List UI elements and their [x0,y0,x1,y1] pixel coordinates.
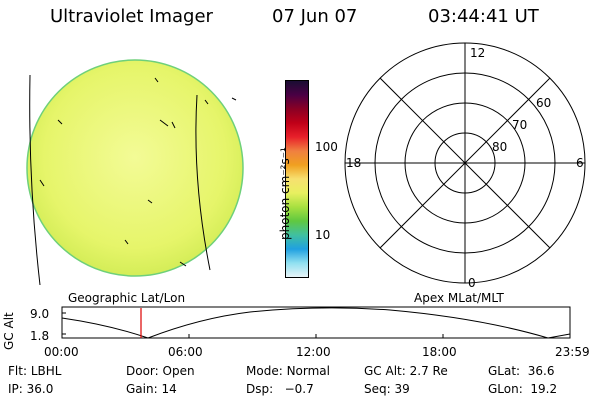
apex-label: Apex MLat/MLT [414,291,504,305]
glon-field: GLon: 19.2 [488,382,558,396]
door-field: Door: Open [126,364,195,378]
x-tick-1200: 12:00 [296,345,331,359]
color-scale-bar [285,80,309,278]
dsp-field: Dsp: −0.7 [246,382,314,396]
terminator-line-right [195,94,211,271]
glat-field: GLat: 36.6 [488,364,555,378]
x-tick-2359: 23:59 [555,345,590,359]
lat-label-70: 70 [512,118,528,132]
glon-value: 19.2 [530,382,558,396]
lat-label-60: 60 [536,96,552,110]
lat-label-80: 80 [492,140,508,154]
gc-alt-value: 2.7 Re [409,364,448,378]
colorbar-tick-10: 10 [315,228,331,242]
instrument-title: Ultraviolet Imager [50,6,213,27]
colorbar-tick-100: 100 [315,140,338,154]
mode-field: Mode: Normal [246,364,330,378]
flt-field: Flt: LBHL [8,364,62,378]
gc-alt-field: GC Alt: 2.7 Re [364,364,448,378]
seq-value: 39 [394,382,410,396]
ip-value: 36.0 [26,382,54,396]
mlt-label-6: 6 [576,156,584,170]
x-tick-0000: 00:00 [44,345,79,359]
mlt-label-0: 0 [468,276,476,290]
time-label: 03:44:41 UT [428,6,539,27]
mode-value: Normal [286,364,330,378]
glat-value: 36.6 [527,364,555,378]
timeline-frame [61,306,571,339]
y-tick-9: 9.0 [30,307,50,321]
geographic-label: Geographic Lat/Lon [68,291,186,305]
uv-disk [26,59,244,277]
ip-field: IP: 36.0 [8,382,54,396]
mlt-label-18: 18 [346,156,362,170]
coastline-marks [39,77,237,267]
x-tick-0600: 06:00 [168,345,203,359]
terminator-line-left [29,74,41,286]
y-tick-1.8: 1.8 [30,329,50,343]
date-label: 07 Jun 07 [272,6,358,27]
mlt-label-12: 12 [470,46,486,60]
gain-value: 14 [161,382,177,396]
x-tick-1800: 18:00 [422,345,457,359]
altitude-curve [61,307,571,339]
dsp-value: −0.7 [284,382,314,396]
gain-field: Gain: 14 [126,382,177,396]
flt-value: LBHL [30,364,62,378]
door-value: Open [162,364,195,378]
polar-diagonal-2 [379,77,551,249]
seq-field: Seq: 39 [364,382,410,396]
